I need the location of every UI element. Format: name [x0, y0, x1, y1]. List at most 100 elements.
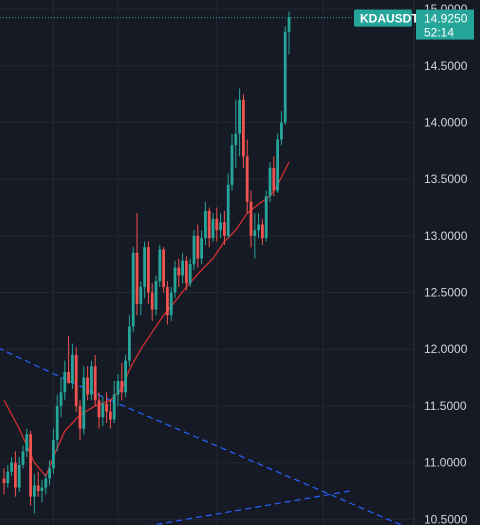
candle[interactable]: [97, 392, 101, 429]
candle[interactable]: [124, 354, 127, 397]
candle-body: [10, 462, 13, 472]
candle[interactable]: [238, 88, 241, 157]
candle-body: [44, 478, 48, 488]
candle[interactable]: [188, 258, 192, 287]
candle[interactable]: [6, 464, 10, 488]
candle[interactable]: [2, 468, 6, 495]
candle[interactable]: [230, 133, 234, 191]
candle[interactable]: [82, 366, 86, 435]
candle[interactable]: [219, 213, 222, 239]
candle-body: [200, 238, 203, 259]
candle[interactable]: [268, 162, 272, 202]
candle[interactable]: [55, 394, 59, 452]
candle[interactable]: [272, 156, 276, 197]
candle[interactable]: [249, 190, 253, 248]
candle[interactable]: [120, 362, 124, 401]
candle[interactable]: [25, 428, 29, 457]
candle[interactable]: [223, 210, 226, 245]
candle[interactable]: [109, 400, 112, 429]
candle[interactable]: [276, 133, 279, 193]
candle[interactable]: [215, 207, 219, 242]
candles[interactable]: [2, 11, 291, 514]
candle[interactable]: [86, 366, 89, 401]
candle[interactable]: [287, 11, 291, 55]
candle[interactable]: [143, 241, 146, 299]
candle[interactable]: [169, 286, 173, 321]
candle[interactable]: [14, 451, 17, 497]
candle[interactable]: [71, 343, 74, 389]
candle[interactable]: [211, 213, 215, 242]
candle[interactable]: [253, 213, 257, 259]
candle[interactable]: [128, 315, 131, 367]
candle[interactable]: [226, 173, 230, 239]
candle[interactable]: [234, 99, 238, 168]
candle[interactable]: [185, 256, 188, 291]
candle[interactable]: [67, 335, 70, 384]
candle[interactable]: [166, 281, 169, 325]
candle[interactable]: [162, 247, 165, 293]
candle[interactable]: [150, 283, 154, 321]
candle[interactable]: [52, 428, 55, 474]
candle[interactable]: [44, 473, 48, 495]
candle-body: [48, 468, 51, 479]
candle-body: [238, 99, 241, 134]
candle-body: [272, 167, 276, 191]
candle[interactable]: [93, 354, 97, 406]
candle[interactable]: [78, 400, 82, 440]
candle[interactable]: [112, 380, 116, 423]
candle-body: [181, 260, 184, 276]
candle-body: [150, 292, 154, 310]
candle-body: [63, 371, 67, 393]
candle[interactable]: [196, 224, 200, 268]
candle[interactable]: [181, 252, 184, 284]
candle-body: [71, 354, 74, 384]
candle-body: [287, 17, 291, 32]
candle[interactable]: [207, 207, 211, 248]
candle[interactable]: [74, 346, 78, 412]
candle[interactable]: [21, 445, 25, 469]
candle[interactable]: [264, 190, 268, 242]
candle[interactable]: [29, 430, 32, 506]
y-tick-label-9: 10.5000: [424, 512, 468, 525]
candle[interactable]: [257, 213, 260, 239]
candle[interactable]: [33, 473, 36, 514]
candle-body: [52, 439, 55, 469]
candle[interactable]: [242, 94, 245, 168]
candle[interactable]: [105, 392, 108, 423]
candle[interactable]: [116, 374, 120, 406]
candle[interactable]: [158, 244, 162, 287]
candle-body: [211, 218, 215, 239]
candle[interactable]: [154, 275, 158, 316]
trend-line-2[interactable]: [88, 490, 350, 525]
candle-body: [196, 235, 200, 259]
candle[interactable]: [283, 26, 287, 125]
trend-line-1[interactable]: [110, 399, 414, 525]
candle[interactable]: [177, 258, 181, 287]
candle[interactable]: [135, 213, 139, 316]
candle[interactable]: [192, 230, 196, 270]
candle[interactable]: [139, 281, 143, 316]
price-axis[interactable]: 15.000014.500014.000013.500013.000012.50…: [424, 2, 468, 525]
candle[interactable]: [10, 456, 13, 477]
candle[interactable]: [173, 260, 177, 299]
candle[interactable]: [59, 377, 63, 418]
candle[interactable]: [245, 139, 249, 214]
candle[interactable]: [17, 456, 21, 493]
candle[interactable]: [63, 360, 67, 401]
candle[interactable]: [48, 460, 51, 486]
candle[interactable]: [101, 396, 105, 427]
candle[interactable]: [131, 247, 135, 333]
candle[interactable]: [147, 241, 150, 304]
y-tick-label-3: 13.5000: [424, 172, 468, 186]
candle[interactable]: [200, 230, 203, 265]
candle[interactable]: [204, 201, 207, 245]
last-price-label: 14.9250: [424, 12, 468, 26]
candle[interactable]: [40, 479, 44, 503]
candle[interactable]: [280, 111, 283, 146]
candle[interactable]: [261, 218, 264, 245]
candle-body: [177, 267, 181, 276]
candle[interactable]: [36, 471, 40, 497]
candle[interactable]: [90, 360, 93, 401]
